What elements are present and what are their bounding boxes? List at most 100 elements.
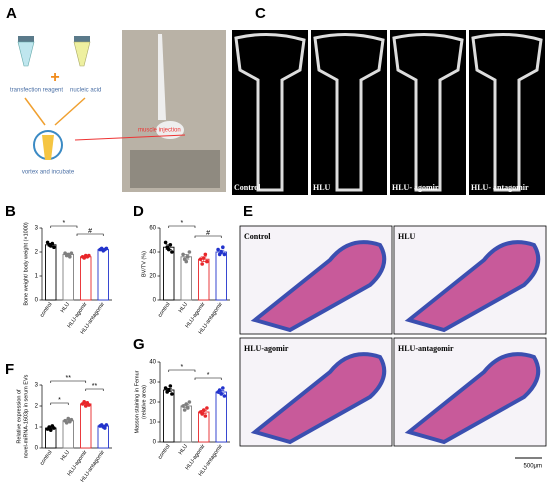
data-point: [186, 254, 190, 259]
panel-letter: A: [6, 5, 17, 22]
data-point: [50, 241, 55, 246]
data-point: [201, 256, 206, 260]
data-point: [64, 421, 69, 425]
data-point: [200, 262, 204, 266]
data-point: [187, 400, 192, 404]
bar: [215, 391, 227, 443]
x-tick-label: HLU: [60, 302, 71, 314]
photo-tail: [158, 34, 166, 120]
data-point: [181, 252, 185, 257]
data-point: [200, 412, 204, 416]
data-point: [163, 386, 168, 390]
bar: [198, 258, 210, 301]
y-tick-label: 40: [149, 250, 156, 256]
significance-bracket: [76, 233, 104, 236]
data-point: [104, 423, 109, 427]
data-point: [52, 245, 56, 249]
bar: [62, 253, 74, 301]
x-tick-label: control: [157, 302, 171, 319]
bar: [163, 389, 175, 443]
image-label: HLU-antagomir: [398, 344, 454, 353]
bar: [97, 249, 109, 301]
label: nucleic acid: [70, 88, 101, 94]
data-point: [48, 428, 53, 432]
data-point: [181, 404, 185, 408]
histology-images: [239, 225, 547, 447]
data-point: [170, 392, 174, 396]
bone: [471, 32, 543, 192]
data-point: [87, 253, 91, 258]
y-tick-label: 0: [35, 446, 39, 452]
y-tick-label: 0: [35, 298, 39, 304]
tube-cap: [18, 36, 34, 42]
significance-bracket: [50, 402, 69, 405]
significance-bracket: [168, 369, 196, 372]
bar: [80, 403, 92, 449]
significance-bracket: [168, 225, 196, 228]
data-point: [69, 417, 74, 422]
bar: [180, 405, 192, 443]
tube: [73, 41, 91, 67]
image-label: HLU: [313, 183, 331, 192]
bar: [215, 251, 227, 301]
image-label: HLU- antagomir: [471, 183, 529, 192]
data-point: [104, 246, 109, 251]
y-axis-label: novel-miRNA-1603p in serum EVs: [23, 374, 29, 458]
bar: [80, 256, 92, 301]
data-point: [184, 402, 189, 406]
data-point: [170, 250, 174, 254]
y-tick-label: 2: [35, 250, 39, 256]
image-label: HLU- agomir: [392, 183, 439, 192]
x-tick-label: control: [39, 450, 53, 467]
ct-image: [311, 30, 387, 195]
data-point: [168, 243, 173, 247]
bone: [234, 32, 306, 192]
significance-bracket: [194, 235, 222, 238]
tube: [17, 41, 35, 67]
panel-letter: C: [255, 5, 266, 22]
data-point: [203, 414, 208, 418]
data-point: [216, 247, 220, 252]
y-tick-label: 1: [35, 425, 39, 431]
bone-section: [404, 352, 541, 445]
x-tick-label: HLU: [60, 450, 71, 462]
data-point: [163, 240, 168, 245]
image-label: HLU: [398, 232, 416, 241]
significance-label: **: [92, 383, 98, 390]
y-axis-label: Bone weight/ body weight (×1000): [23, 222, 29, 305]
y-tick-label: 0: [153, 440, 157, 446]
bar: [163, 246, 175, 301]
data-point: [182, 408, 187, 412]
image-label: HLU-agomir: [244, 344, 289, 353]
bar: [97, 425, 109, 449]
y-tick-label: 10: [149, 420, 156, 426]
significance-label: *: [181, 220, 184, 227]
ct-image: [232, 30, 308, 195]
significance-bracket: [85, 388, 104, 391]
y-tick-label: 0: [153, 298, 157, 304]
x-tick-label: control: [39, 302, 53, 319]
y-tick-label: 2: [35, 404, 39, 410]
significance-label: **: [66, 375, 72, 382]
significance-label: *: [207, 372, 210, 379]
data-point: [87, 403, 91, 407]
panel-letter: G: [133, 336, 145, 353]
significance-label: #: [88, 228, 92, 235]
data-point: [82, 400, 86, 404]
image-label: Control: [244, 232, 271, 241]
y-axis-label: Relative expression of: [16, 389, 22, 444]
data-point: [186, 406, 190, 410]
data-point: [219, 250, 224, 254]
significance-label: *: [63, 220, 66, 227]
y-tick-label: 20: [149, 400, 156, 406]
x-tick-label: HLU: [178, 302, 189, 314]
data-point: [221, 386, 225, 390]
data-point: [222, 394, 227, 398]
scale-bar-label: 500μm: [524, 464, 542, 470]
bone-section: [250, 240, 387, 333]
data-point: [184, 259, 189, 264]
data-point: [168, 384, 173, 388]
label: transfection reagent: [10, 88, 63, 94]
data-point: [69, 251, 74, 255]
